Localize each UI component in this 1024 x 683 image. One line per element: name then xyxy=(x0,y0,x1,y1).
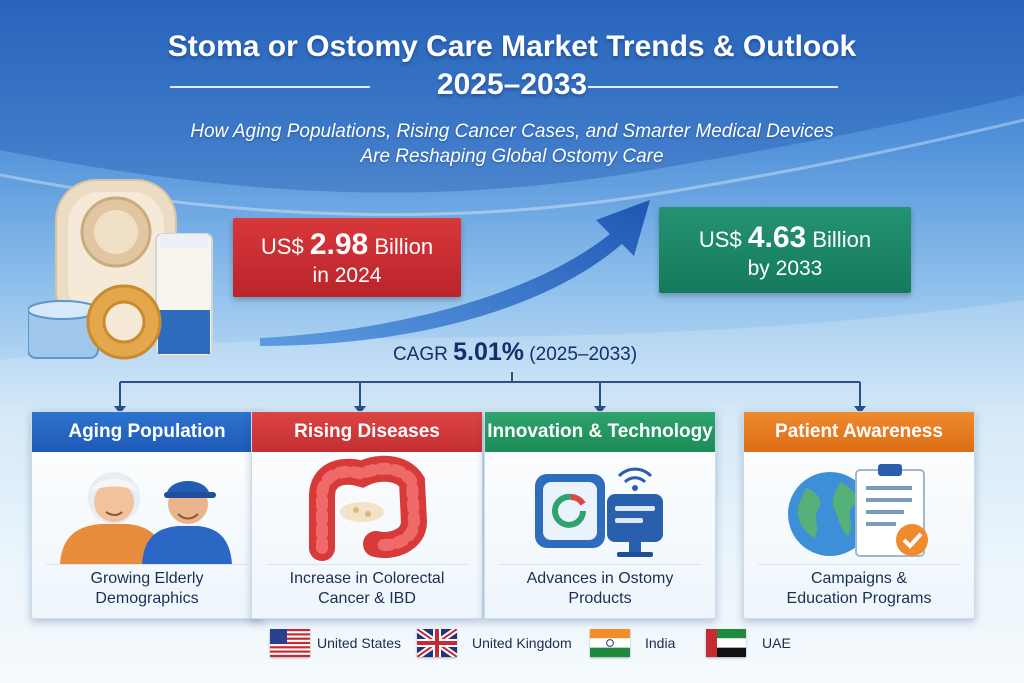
region-label-us: United States xyxy=(317,635,402,651)
india-flag-icon xyxy=(590,629,630,657)
elderly-couple-icon xyxy=(60,472,232,564)
title-rule-left xyxy=(170,86,370,88)
stat-2033-currency: US$ xyxy=(698,227,742,252)
cagr-label: CAGR 5.01% (2025–2033) xyxy=(370,338,660,367)
stat-2033-value: 4.63 xyxy=(747,221,807,254)
stat-2024-currency: US$ xyxy=(260,234,304,259)
subtitle-line-2: Are Reshaping Global Ostomy Care xyxy=(360,146,664,167)
stat-2033-unit: Billion xyxy=(812,227,872,252)
region-legend: United States United Kingdom India UAE xyxy=(0,627,1024,659)
stat-2024-year: in 2024 xyxy=(312,264,382,287)
page-title: Stoma or Ostomy Care Market Trends & Out… xyxy=(167,30,857,63)
card-title: Rising Diseases xyxy=(252,412,482,452)
driver-card-rising-diseases: Rising Diseases Increase in Colorectal C… xyxy=(251,411,483,619)
driver-card-aging-population: Aging Population Growing Elderly Demogra… xyxy=(31,411,263,619)
ostomy-products-icon xyxy=(28,179,213,360)
card-caption-line-1: Increase in Colorectal xyxy=(289,570,445,587)
uk-flag-icon xyxy=(417,629,457,657)
stat-2024-value: 2.98 xyxy=(309,228,369,261)
card-caption-line-2: Education Programs xyxy=(786,590,932,607)
smart-device-icon xyxy=(535,467,663,557)
stat-2024-unit: Billion xyxy=(374,234,434,259)
card-caption-line-2: Cancer & IBD xyxy=(318,590,416,607)
driver-card-patient-awareness: Patient Awareness Campaigns & Education … xyxy=(743,411,975,619)
page-title-years: 2025–2033 xyxy=(436,68,588,101)
card-title: Innovation & Technology xyxy=(485,412,715,452)
stat-2033-year: by 2033 xyxy=(747,257,823,280)
card-caption-line-2: Products xyxy=(568,590,632,607)
growth-arrow-icon xyxy=(260,200,650,346)
cagr-period: (2025–2033) xyxy=(529,344,638,365)
region-label-uae: UAE xyxy=(762,635,791,651)
subtitle-line-1: How Aging Populations, Rising Cancer Cas… xyxy=(190,121,834,142)
us-flag-icon xyxy=(270,629,310,657)
title-rule-right xyxy=(588,86,838,88)
card-caption-line-1: Campaigns & xyxy=(810,570,908,587)
cagr-text: CAGR xyxy=(392,344,448,365)
driver-card-innovation-technology: Innovation & Technology Advances in Osto… xyxy=(484,411,716,619)
card-title: Patient Awareness xyxy=(744,412,974,452)
cagr-value: 5.01% xyxy=(453,338,525,366)
globe-checklist-icon xyxy=(788,464,928,557)
connector-lines xyxy=(114,372,866,414)
card-caption-line-1: Advances in Ostomy xyxy=(526,570,674,587)
region-label-uk: United Kingdom xyxy=(472,635,572,651)
card-caption-line-1: Growing Elderly xyxy=(90,570,204,587)
colon-icon xyxy=(309,455,428,561)
market-size-2033-badge: US$ 4.63 Billion by 2033 xyxy=(659,207,911,293)
uae-flag-icon xyxy=(706,629,746,657)
card-title: Aging Population xyxy=(32,412,262,452)
card-caption-line-2: Demographics xyxy=(95,590,199,607)
market-size-2024-badge: US$ 2.98 Billion in 2024 xyxy=(233,218,461,297)
region-label-india: India xyxy=(645,635,676,651)
